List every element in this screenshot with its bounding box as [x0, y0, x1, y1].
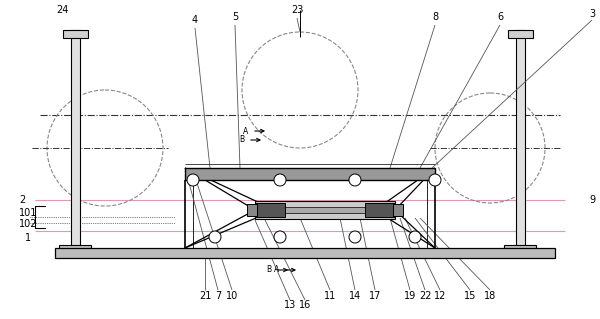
Text: 13: 13 — [284, 300, 296, 310]
Circle shape — [349, 174, 361, 186]
Text: 3: 3 — [589, 9, 595, 19]
Text: 19: 19 — [404, 291, 416, 301]
Text: 4: 4 — [192, 15, 198, 25]
Circle shape — [209, 231, 221, 243]
Bar — [55, 248, 555, 258]
Text: 6: 6 — [497, 12, 503, 22]
Text: 2: 2 — [19, 195, 25, 205]
Bar — [247, 204, 257, 216]
Text: 102: 102 — [19, 219, 37, 229]
Bar — [365, 203, 395, 217]
Circle shape — [429, 174, 441, 186]
Bar — [71, 30, 80, 255]
Text: 11: 11 — [324, 291, 336, 301]
Bar — [508, 30, 533, 38]
Text: 24: 24 — [56, 5, 68, 15]
Bar — [185, 168, 435, 180]
Text: 9: 9 — [589, 195, 595, 205]
Text: 21: 21 — [199, 291, 211, 301]
Text: 23: 23 — [291, 5, 303, 15]
Bar — [504, 245, 536, 255]
Text: 16: 16 — [299, 300, 311, 310]
Text: 14: 14 — [349, 291, 361, 301]
Text: A: A — [274, 265, 279, 275]
Bar — [393, 204, 403, 216]
Bar — [59, 245, 91, 255]
Text: 1: 1 — [25, 233, 31, 243]
Text: 7: 7 — [215, 291, 221, 301]
Text: 5: 5 — [232, 12, 238, 22]
Text: 8: 8 — [432, 12, 438, 22]
Text: 18: 18 — [484, 291, 496, 301]
Text: 10: 10 — [226, 291, 238, 301]
Circle shape — [274, 174, 286, 186]
Text: A: A — [243, 127, 248, 136]
Bar — [285, 207, 365, 213]
Bar — [255, 201, 395, 219]
Text: 15: 15 — [464, 291, 476, 301]
Bar — [255, 203, 285, 217]
Text: B: B — [266, 265, 271, 275]
Bar — [63, 30, 88, 38]
Bar — [516, 30, 525, 255]
Text: 12: 12 — [434, 291, 446, 301]
Text: 101: 101 — [19, 208, 37, 218]
Text: 17: 17 — [369, 291, 381, 301]
Circle shape — [187, 174, 199, 186]
Circle shape — [274, 231, 286, 243]
Text: B: B — [239, 136, 244, 145]
Circle shape — [349, 231, 361, 243]
Text: 22: 22 — [419, 291, 431, 301]
Circle shape — [409, 231, 421, 243]
